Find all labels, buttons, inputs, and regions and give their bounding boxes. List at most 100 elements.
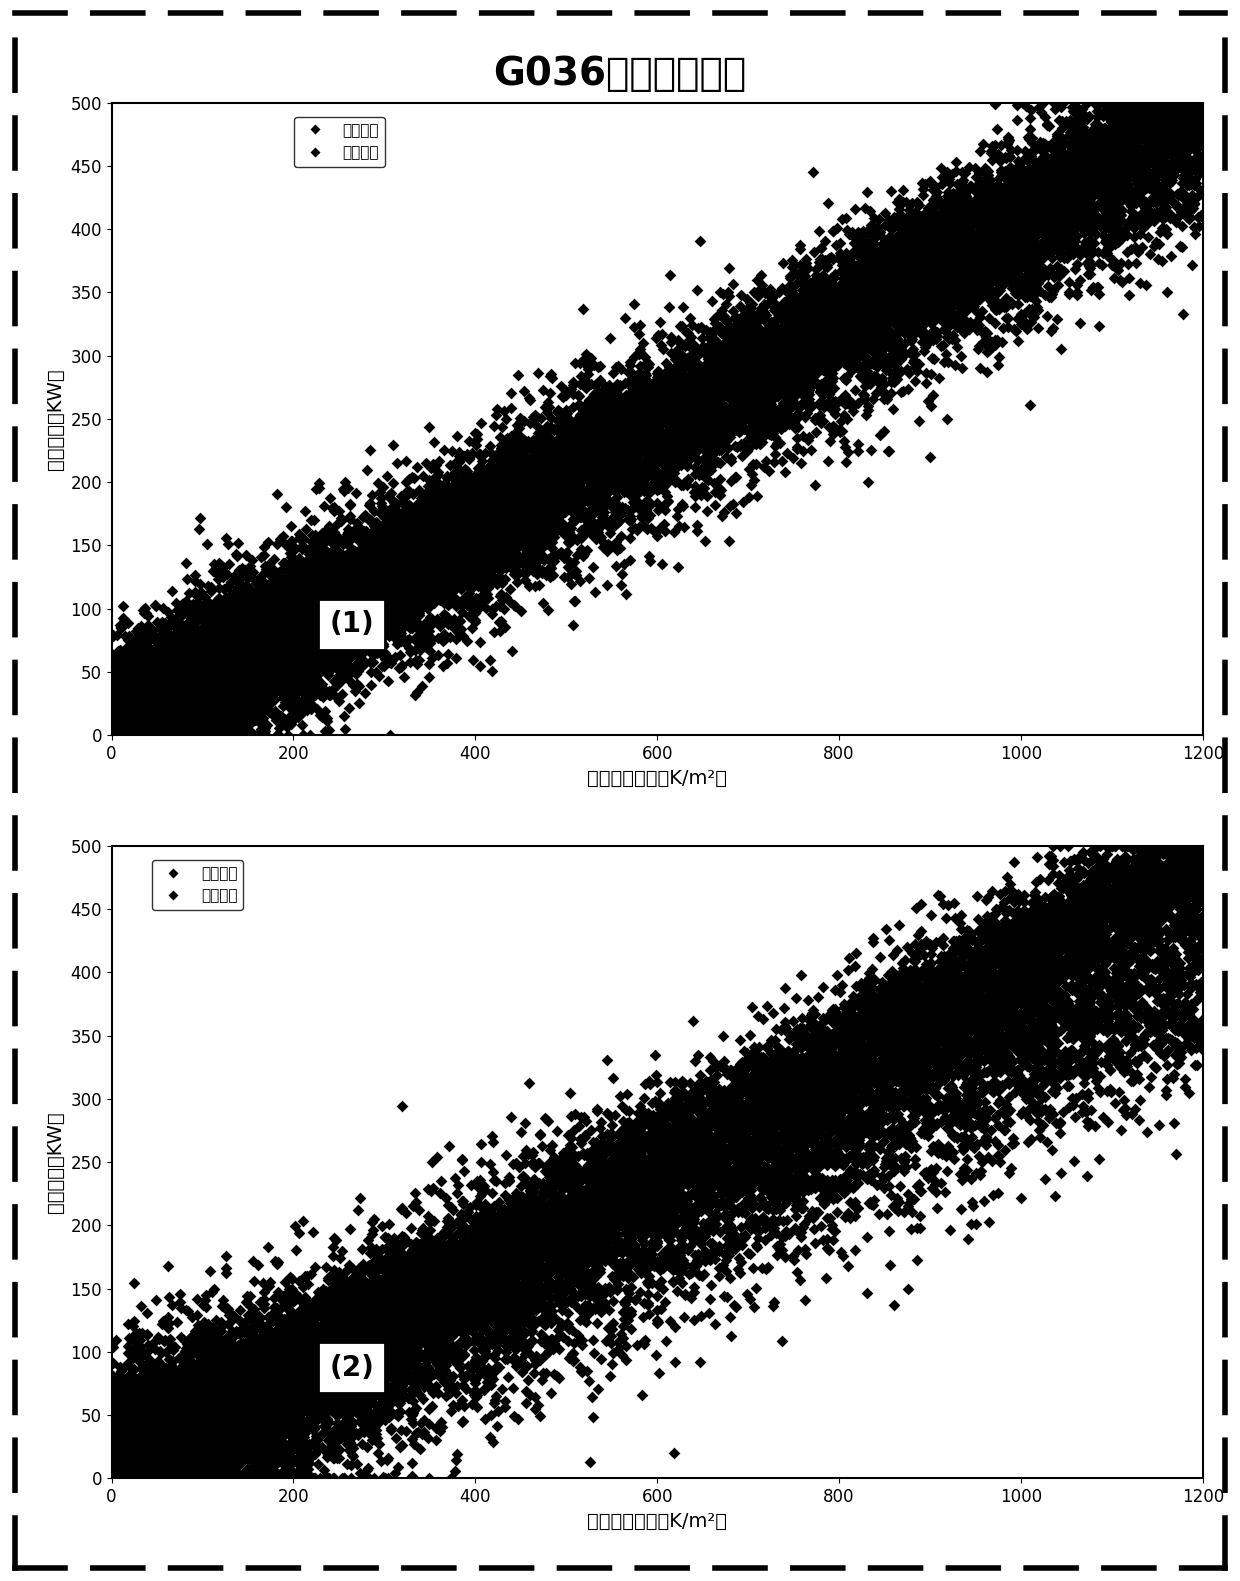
Point (1131, 166, 1151, 191)
Point (1047, 964, 1066, 990)
Point (337, 601, 357, 626)
Point (1061, 1037, 1081, 1062)
Point (165, 1380, 185, 1406)
Point (141, 689, 161, 715)
Point (379, 1338, 399, 1363)
Point (176, 659, 196, 685)
Point (655, 425, 675, 451)
Point (122, 723, 141, 748)
Point (923, 277, 942, 302)
Point (1002, 138, 1022, 163)
Point (846, 1151, 866, 1176)
Point (1128, 917, 1148, 942)
Point (176, 723, 196, 748)
Point (413, 545, 433, 571)
Point (156, 691, 176, 716)
Point (122, 1458, 141, 1483)
Point (384, 1251, 404, 1276)
Point (445, 557, 465, 582)
Point (122, 723, 141, 748)
Point (216, 680, 236, 705)
Point (155, 1417, 175, 1442)
Point (494, 1206, 513, 1232)
Point (118, 1466, 138, 1491)
Point (490, 1304, 510, 1330)
Point (221, 1429, 241, 1455)
Point (355, 599, 374, 624)
Point (460, 1249, 480, 1274)
Point (459, 566, 479, 591)
Point (618, 1141, 637, 1167)
Point (212, 678, 232, 704)
Point (115, 1440, 135, 1466)
Point (169, 1466, 188, 1491)
Point (539, 1219, 559, 1244)
Point (205, 1390, 224, 1415)
Point (157, 1428, 177, 1453)
Point (255, 599, 275, 624)
Point (110, 1434, 130, 1459)
Point (246, 571, 265, 596)
Point (1151, 119, 1171, 144)
Point (174, 674, 193, 699)
Point (185, 1466, 205, 1491)
Point (792, 1067, 812, 1092)
Point (1061, 193, 1081, 218)
Point (190, 689, 210, 715)
Point (1052, 890, 1071, 915)
Point (429, 1257, 449, 1282)
Point (651, 1141, 671, 1167)
Point (536, 1243, 556, 1268)
Point (264, 664, 284, 689)
Point (1111, 953, 1131, 979)
Point (129, 1466, 149, 1491)
Point (784, 360, 804, 386)
Point (666, 362, 686, 387)
Point (615, 1289, 635, 1314)
Point (196, 643, 216, 669)
Point (625, 419, 645, 444)
Point (844, 277, 864, 302)
Point (125, 692, 145, 718)
Point (167, 1388, 187, 1413)
Point (229, 1442, 249, 1467)
Point (1114, 96, 1133, 122)
Point (187, 658, 207, 683)
Point (1066, 145, 1086, 171)
Point (899, 985, 919, 1010)
Point (583, 403, 603, 428)
Point (1179, 92, 1199, 117)
Point (548, 408, 568, 433)
Point (164, 1440, 184, 1466)
Point (215, 677, 234, 702)
Point (1128, 1013, 1148, 1039)
Point (394, 1277, 414, 1303)
Point (165, 716, 185, 741)
Point (136, 686, 156, 711)
Point (724, 1176, 744, 1202)
Point (1138, 130, 1158, 155)
Point (810, 319, 830, 345)
Point (564, 419, 584, 444)
Point (190, 670, 210, 696)
Point (1012, 177, 1032, 202)
Point (295, 1418, 315, 1443)
Point (196, 1375, 216, 1401)
Point (316, 1254, 336, 1279)
Point (709, 1263, 729, 1289)
Point (1022, 147, 1042, 172)
Point (190, 1448, 210, 1473)
Point (259, 1363, 279, 1388)
Point (140, 1466, 160, 1491)
Point (289, 590, 309, 615)
Point (929, 232, 949, 258)
Point (213, 1459, 233, 1485)
Point (417, 564, 436, 590)
Point (1188, 100, 1208, 125)
Point (237, 1374, 257, 1399)
Point (434, 482, 454, 508)
Point (167, 672, 187, 697)
Point (918, 240, 937, 266)
Point (407, 587, 427, 612)
Point (1102, 163, 1122, 188)
